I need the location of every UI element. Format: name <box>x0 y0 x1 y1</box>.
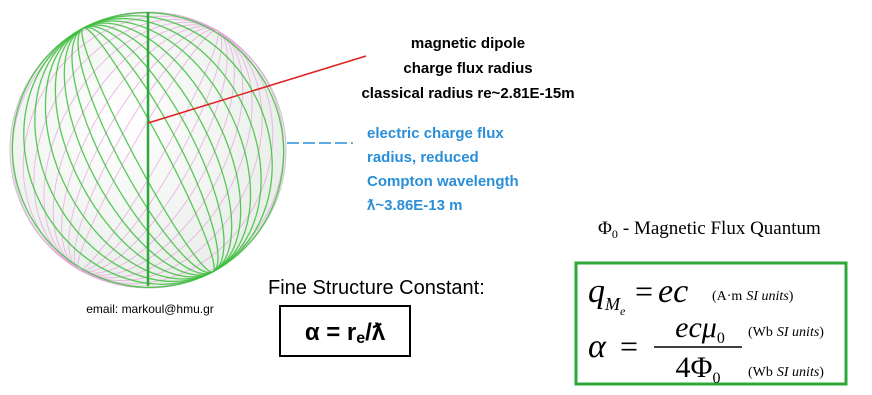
units: (A·m SI units) <box>712 289 794 304</box>
formula-part: α = r <box>305 319 356 346</box>
subscript: 0 <box>717 330 725 347</box>
fine-structure-title: Fine Structure Constant: <box>268 277 485 299</box>
electric-label: electric charge flux radius, reduced Com… <box>367 125 519 214</box>
equation-rhs: ec <box>658 273 688 310</box>
units-part: SI units <box>777 325 820 340</box>
units-part: ) <box>819 365 824 380</box>
dipole-label: magnetic dipole charge flux radius class… <box>361 35 574 102</box>
units-part: (Wb <box>748 325 773 340</box>
units-part: ) <box>789 289 794 304</box>
subscript: 0 <box>612 227 618 241</box>
numerator-text: ecμ <box>675 311 717 344</box>
fine-structure-formula: α = re/ƛ <box>305 319 386 347</box>
units-part: SI units <box>777 365 820 380</box>
equals: = <box>620 328 638 364</box>
numerator: ecμ0 <box>675 311 725 347</box>
symbol: q <box>588 273 605 310</box>
equation-lhs: α <box>588 328 607 365</box>
subscript: e <box>620 304 626 318</box>
units-part: SI units <box>746 289 789 304</box>
label-line: Compton wavelength <box>367 173 519 190</box>
label-text: - Magnetic Flux Quantum <box>623 218 821 239</box>
subscript: M <box>604 294 621 314</box>
denominator-text: 4Φ <box>676 351 713 384</box>
units: (Wb SI units) <box>748 325 824 340</box>
equation-lhs: qMe <box>588 273 626 318</box>
units-part: (A·m <box>712 289 742 304</box>
figure: magnetic dipole charge flux radius class… <box>0 0 872 395</box>
denominator: 4Φ0 <box>676 351 721 387</box>
label-line: electric charge flux <box>367 125 504 142</box>
label-line: charge flux radius <box>403 60 532 77</box>
formula-subscript: e <box>356 330 365 347</box>
equals: = <box>635 273 653 309</box>
units: (Wb SI units) <box>748 365 824 380</box>
label-line: radius, reduced <box>367 149 479 166</box>
email: email: markoul@hmu.gr <box>86 302 214 316</box>
symbol: Φ <box>598 218 612 239</box>
units-part: ) <box>819 325 824 340</box>
subscript: 0 <box>712 370 720 387</box>
label-line: magnetic dipole <box>411 35 525 52</box>
flux-quantum-label: Φ0 - Magnetic Flux Quantum <box>598 218 821 241</box>
label-line: classical radius re~2.81E-15m <box>361 85 574 102</box>
label-line: ƛ~3.86E-13 m <box>367 197 463 214</box>
formula-part: /ƛ <box>365 319 386 346</box>
units-part: (Wb <box>748 365 773 380</box>
